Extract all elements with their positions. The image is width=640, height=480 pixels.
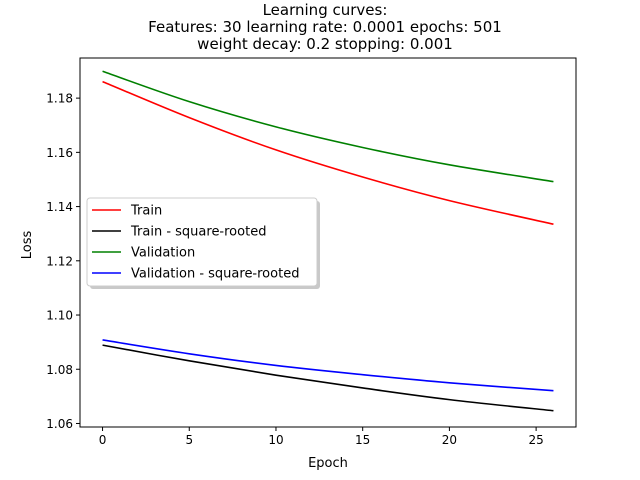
series-line-train-square-rooted [102,344,554,412]
chart-title-line-1: Learning curves: [263,1,388,19]
y-tick-label: 1.06 [46,417,73,431]
y-tick-label: 1.08 [46,363,73,377]
legend-label-validation: Validation [131,246,195,261]
legend-label-train-square-rooted: Train - square-rooted [130,225,266,240]
series-layer [102,70,554,412]
legend-items: Train Train - square-rooted Validation Vali… [92,204,299,282]
plot-area-frame [79,57,577,428]
x-tick-label: 20 [442,433,457,447]
chart-title-line-2: Features: 30 learning rate: 0.0001 epoch… [148,18,502,36]
x-tick-label: 15 [355,433,370,447]
legend: Train Train - square-rooted Validation Vali… [86,197,320,289]
y-axis-label: Loss [20,231,35,260]
x-axis-ticks: 0 5 10 15 20 25 [99,427,544,447]
x-tick-label: 5 [185,433,193,447]
x-tick-label: 10 [268,433,283,447]
series-line-train [102,80,554,225]
y-tick-label: 1.18 [46,92,73,106]
y-axis-ticks: 1.06 1.08 1.10 1.12 1.14 1.16 1.18 [46,92,80,431]
x-tick-label: 25 [528,433,543,447]
y-tick-label: 1.16 [46,146,73,160]
chart-title-line-3: weight decay: 0.2 stopping: 0.001 [197,35,453,53]
y-tick-label: 1.10 [46,309,73,323]
series-line-validation-square-rooted [102,339,554,392]
legend-label-validation-square-rooted: Validation - square-rooted [131,267,299,282]
x-axis-label: Epoch [308,456,348,471]
y-tick-label: 1.12 [46,254,73,268]
legend-label-train: Train [130,204,162,219]
legend-box [86,197,318,287]
series-line-validation [102,70,554,183]
y-tick-label: 1.14 [46,200,73,214]
x-tick-label: 0 [99,433,107,447]
